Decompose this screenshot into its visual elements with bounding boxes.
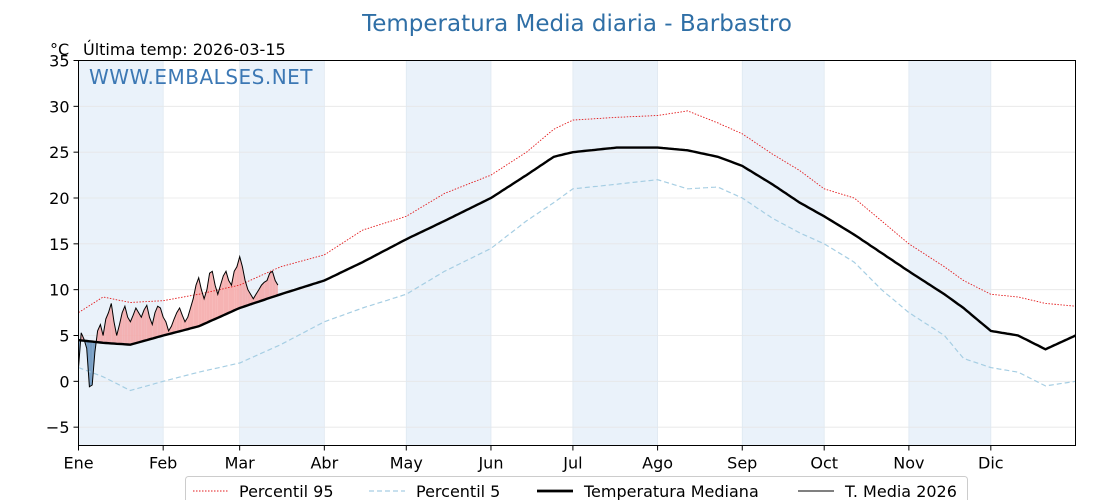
legend-p95-label: Percentil 95 <box>239 482 334 500</box>
last-temp-label: Última temp: 2026-03-15 <box>83 40 286 59</box>
above-median-fill <box>256 289 259 303</box>
below-median-fill <box>89 341 93 387</box>
above-median-fill <box>204 289 207 324</box>
month-bands <box>78 60 991 446</box>
x-tick-label: May <box>390 454 423 473</box>
x-tick-label: Nov <box>893 454 924 473</box>
x-tick-label: Sep <box>727 454 757 473</box>
above-median-fill <box>138 312 142 343</box>
above-median-fill <box>105 312 109 344</box>
x-tick-label: Feb <box>149 454 177 473</box>
above-median-fill <box>144 305 147 341</box>
above-median-fill <box>242 266 246 308</box>
above-median-fill <box>245 280 248 307</box>
month-band-ene <box>78 60 164 446</box>
y-tick-label: 0 <box>59 372 69 391</box>
unit-label: °C <box>50 40 69 59</box>
above-median-fill <box>152 312 155 339</box>
x-tick-label: Dic <box>978 454 1004 473</box>
above-median-fill <box>97 324 101 343</box>
above-median-fill <box>250 294 254 305</box>
y-tick-label: 20 <box>49 189 69 208</box>
above-median-fill <box>108 303 112 344</box>
above-median-fill <box>220 275 224 317</box>
above-median-fill <box>198 277 202 327</box>
x-tick-label: Oct <box>810 454 838 473</box>
above-median-fill <box>272 271 276 297</box>
above-median-fill <box>234 266 237 311</box>
above-median-fill <box>223 271 226 316</box>
above-median-fill <box>176 308 180 332</box>
above-median-fill <box>231 271 235 312</box>
above-median-fill <box>201 289 205 326</box>
above-median-fill <box>264 280 267 300</box>
month-band-may <box>406 60 491 446</box>
legend-mediana-label: Temperatura Mediana <box>583 482 759 500</box>
y-tick-label: 25 <box>49 143 69 162</box>
above-median-fill <box>141 309 145 342</box>
x-tick-label: Ene <box>63 454 93 473</box>
above-median-fill <box>130 315 134 345</box>
watermark: WWW.EMBALSES.NET <box>89 65 313 89</box>
above-median-fill <box>185 317 188 330</box>
x-axis: Ene Feb Mar Abr May Jun Jul Ago Sep Oct Nov Dic <box>63 445 1004 473</box>
legend: Percentil 95 Percentil 5 Temperatura Med… <box>185 476 968 500</box>
above-median-fill <box>119 312 123 345</box>
chart-title: Temperatura Media diaria - Barbastro <box>361 11 792 37</box>
above-median-fill <box>122 306 125 345</box>
above-median-fill <box>171 319 175 334</box>
month-band-sep <box>742 60 825 446</box>
anomaly-fills <box>78 256 278 387</box>
above-median-fill <box>163 317 166 336</box>
y-tick-label: 30 <box>49 97 69 116</box>
above-median-fill <box>228 280 232 313</box>
legend-p5-label: Percentil 5 <box>416 482 500 500</box>
legend-media-label: T. Media 2026 <box>844 482 957 500</box>
x-tick-label: Abr <box>310 454 338 473</box>
series-line-percentil-95 <box>78 110 1076 313</box>
x-tick-label: Ago <box>642 454 673 473</box>
above-median-fill <box>155 306 158 338</box>
y-tick-label: 10 <box>49 281 69 300</box>
y-tick-label: −5 <box>46 418 70 437</box>
above-median-fill <box>226 271 229 315</box>
y-tick-label: 15 <box>49 235 69 254</box>
above-median-fill <box>182 315 185 331</box>
series-lines <box>78 110 1077 392</box>
above-median-fill <box>116 324 120 344</box>
above-median-fill <box>239 256 243 308</box>
above-median-fill <box>127 317 131 345</box>
month-band-nov <box>908 60 991 446</box>
above-median-fill <box>253 294 256 304</box>
above-median-fill <box>196 277 199 327</box>
grid-lines <box>78 60 1076 446</box>
above-median-fill <box>269 271 273 298</box>
series-line-temperatura-mediana <box>78 146 1077 351</box>
x-tick-label: Jun <box>477 454 503 473</box>
above-median-fill <box>209 271 213 322</box>
above-median-fill <box>146 305 150 341</box>
above-median-fill <box>157 306 161 337</box>
y-tick-label: 5 <box>59 327 69 346</box>
legend-box <box>185 476 968 500</box>
plot-frame <box>78 60 1076 446</box>
month-band-mar <box>239 60 325 446</box>
x-tick-label: Jul <box>562 454 582 473</box>
above-median-fill <box>187 308 191 330</box>
y-axis: −5 0 5 10 15 20 25 30 35 <box>46 52 79 437</box>
series-line-t-media-2026 <box>78 254 279 388</box>
month-band-jul <box>572 60 658 446</box>
above-median-fill <box>236 256 240 310</box>
x-tick-label: Mar <box>225 454 256 473</box>
above-median-fill <box>135 308 139 344</box>
above-median-fill <box>111 303 114 344</box>
above-median-fill <box>261 282 265 301</box>
series-line-percentil-5 <box>78 179 1076 392</box>
above-median-fill <box>133 308 136 344</box>
y-tick-label: 35 <box>49 52 69 71</box>
